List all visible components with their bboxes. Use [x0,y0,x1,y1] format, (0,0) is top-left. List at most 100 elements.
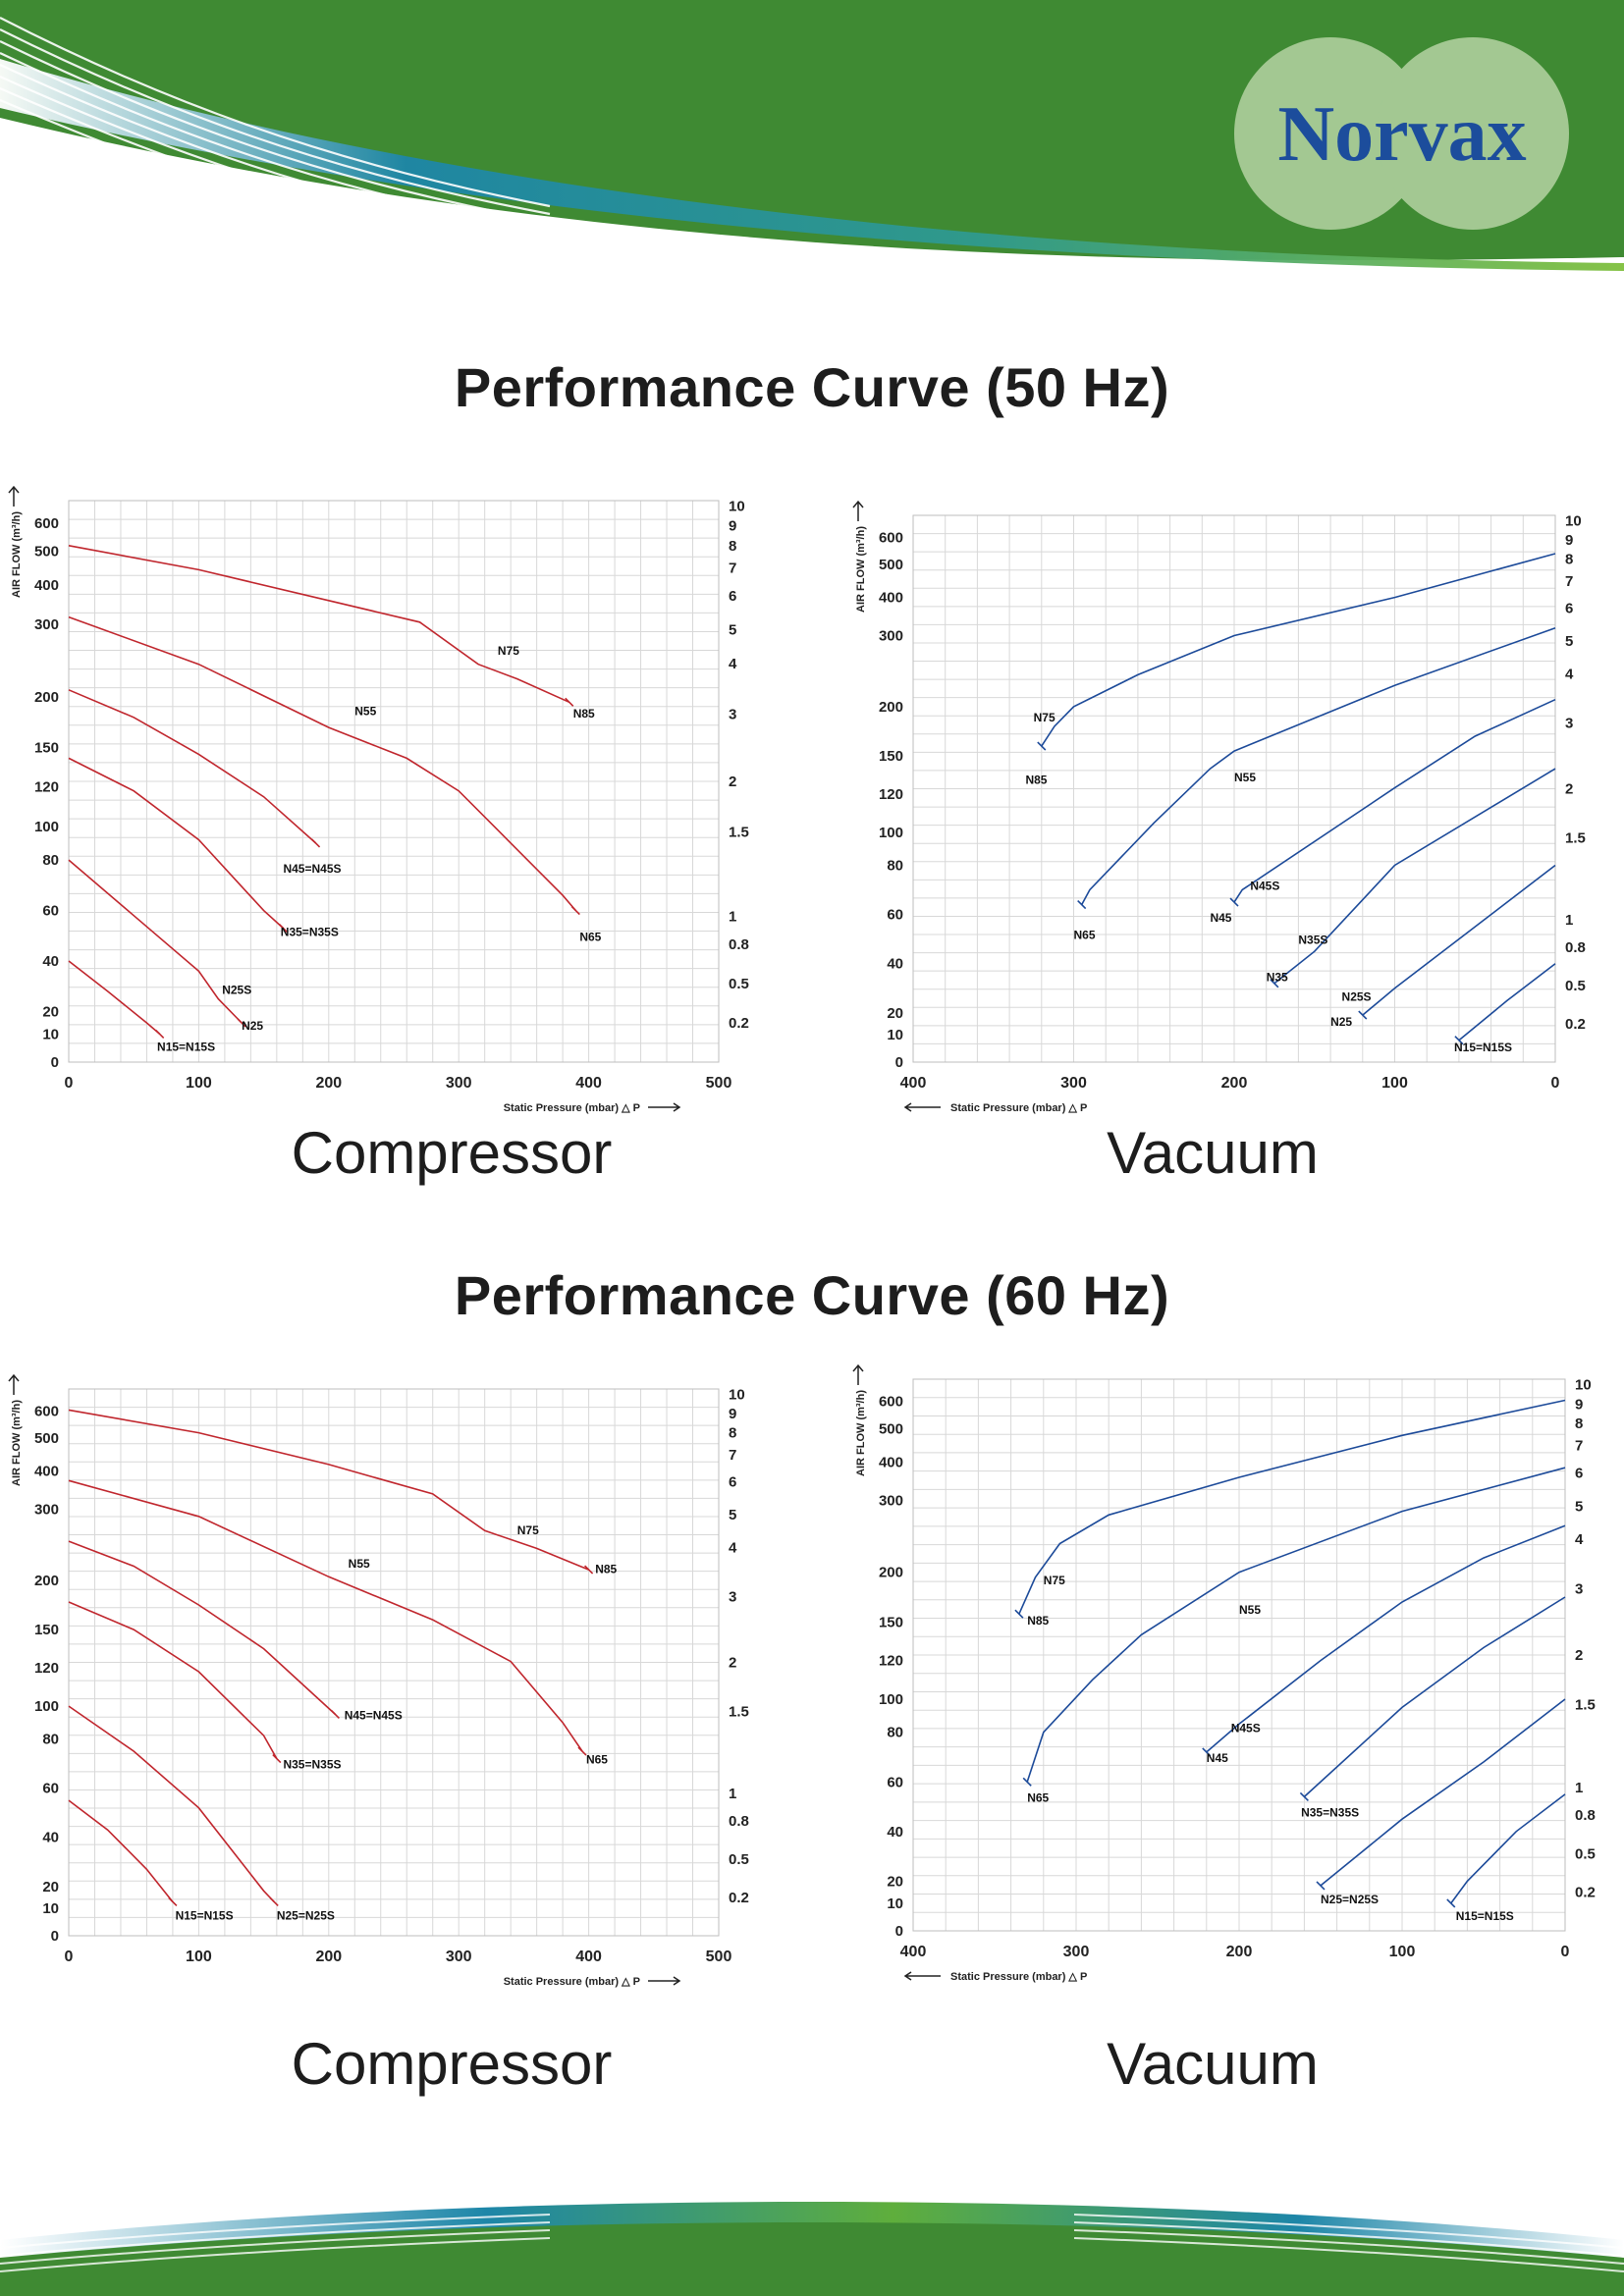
series-line [1233,698,1556,903]
series-end-marker [1358,1010,1368,1020]
series-end-marker [278,924,289,934]
series-label: N15=N15S [1456,1909,1514,1923]
brand-logo: Norvax [1234,37,1569,230]
y2-tick-label: 0.8 [729,936,749,953]
y2-tick-label: 9 [729,518,736,535]
series-line [68,960,161,1036]
y-tick-label: 10 [887,1027,903,1043]
y-tick-label: 60 [42,1781,59,1797]
section-title-50hz: Performance Curve (50 Hz) [454,356,1170,418]
y-tick-label: 300 [34,1502,59,1519]
series-end-marker [1077,900,1087,910]
y-tick-label: 500 [879,1421,903,1438]
y-tick-label: 100 [879,825,903,841]
y2-tick-label: 6 [1575,1466,1583,1482]
plot-frame [68,1388,720,1937]
y2-tick-label: 0.5 [729,976,749,992]
series-label: N35 [1267,970,1288,984]
y-tick-label: 80 [887,1725,903,1741]
plot-frame [68,500,720,1063]
y-axis-arrow-icon [852,1363,864,1385]
y2-tick-label: 8 [1565,552,1573,568]
y-tick-label: 10 [42,1026,59,1042]
y2-tick-label: 2 [729,1655,736,1672]
y2-tick-label: 3 [729,1589,736,1606]
plot-frame [912,1378,1566,1932]
y-tick-label: 300 [879,628,903,645]
x-tick-label: 400 [575,1075,602,1092]
y2-tick-label: 4 [729,1540,737,1557]
series-line [68,545,570,704]
series-label: N55 [349,1557,370,1571]
y2-tick-label: 9 [1565,532,1573,549]
series-end-marker [1037,741,1047,751]
y2-tick-label: 7 [1565,573,1573,590]
x-tick-label: 100 [186,1949,212,1965]
y-tick-label: 80 [887,857,903,874]
grid [68,500,720,1063]
y2-tick-label: 0.2 [1575,1885,1596,1901]
y-tick-label: 40 [887,1824,903,1841]
series-line [68,859,243,1024]
y2-tick-label: 7 [1575,1437,1583,1454]
series-label: N35=N35S [281,925,339,938]
series-end-marker [1022,1777,1032,1787]
y-tick-label: 40 [42,1830,59,1846]
y-tick-label: 500 [34,543,59,560]
y2-tick-label: 4 [729,656,737,672]
y-tick-label: 20 [42,1004,59,1021]
series-line [1458,963,1556,1041]
x-axis-arrow-icon [648,1976,681,1986]
y-tick-label: 40 [887,956,903,973]
series-end-marker [1446,1898,1456,1908]
y-tick-label: 400 [879,1454,903,1470]
y2-tick-label: 9 [1575,1396,1583,1413]
x-tick-label: 100 [186,1075,212,1092]
chart-vacuum-60hz: 0102040608010012015020030040050060010987… [852,1363,1596,1983]
y-tick-label: 100 [879,1691,903,1708]
series-label: N85 [595,1563,617,1576]
y-tick-label: 600 [34,515,59,532]
y2-tick-label: 0.8 [1565,939,1586,956]
y2-tick-label: 1 [1565,912,1573,929]
series-label: N45S [1231,1722,1261,1735]
y-tick-label: 100 [34,819,59,835]
series-label: N15=N15S [176,1908,234,1922]
x-tick-label: 200 [315,1075,342,1092]
y-axis-label: AIR FLOW (m³/h) [855,526,867,613]
series-line [1026,1467,1566,1783]
y-tick-label: 120 [34,779,59,796]
y2-tick-label: 7 [729,561,736,577]
series-line [1080,626,1556,905]
y2-tick-label: 0.5 [1565,978,1586,994]
x-tick-label: 300 [1060,1075,1087,1092]
series-label: N55 [1239,1603,1261,1617]
series-line [68,1601,278,1759]
y-tick-label: 300 [34,616,59,633]
grid [912,514,1556,1063]
series-end-marker [1014,1609,1024,1619]
x-tick-label: 400 [900,1944,927,1960]
y-tick-label: 20 [42,1879,59,1896]
y2-tick-label: 7 [729,1447,736,1464]
y-tick-label: 10 [42,1900,59,1917]
series-line [68,1799,174,1902]
series-label: N25 [1330,1015,1352,1029]
y-tick-label: 200 [879,1565,903,1581]
series-line [1450,1793,1566,1904]
y2-tick-label: 6 [729,588,736,605]
y-tick-label: 150 [34,740,59,757]
series-label: N25 [242,1019,263,1033]
chart-caption-compressor-50hz: Compressor [291,1120,613,1186]
y-tick-label: 100 [34,1698,59,1715]
series-line [68,1705,275,1903]
y2-tick-label: 0.2 [729,1015,749,1032]
series-end-marker [1316,1881,1326,1891]
series-end-marker [1454,1036,1464,1045]
y2-tick-label: 1 [729,1786,736,1802]
series-label: N55 [1234,771,1256,784]
series-label: N45=N45S [283,862,341,876]
y-tick-label: 300 [879,1493,903,1510]
series-label: N75 [1044,1574,1065,1587]
series-label: N35=N35S [1301,1806,1359,1820]
